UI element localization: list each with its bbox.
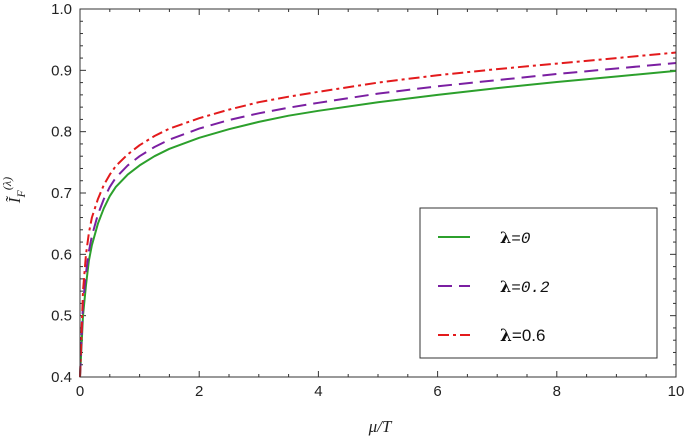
series-layer bbox=[79, 51, 677, 378]
legend-label-1: λ=0.2 bbox=[500, 277, 550, 297]
legend-label-2: λ=0.6 bbox=[500, 326, 545, 346]
y-tick-label: 0.4 bbox=[51, 369, 72, 386]
legend-symbol: λ bbox=[500, 228, 511, 247]
x-tick-label: 2 bbox=[195, 383, 203, 400]
legend: λ=0λ=0.2λ=0.6 bbox=[419, 207, 658, 359]
x-tick-label: 0 bbox=[76, 383, 84, 400]
y-axis-label: ĨF(λ) bbox=[0, 177, 28, 204]
x-tick-label: 8 bbox=[553, 383, 561, 400]
legend-symbol: λ bbox=[500, 277, 511, 296]
x-tick-label: 6 bbox=[433, 383, 441, 400]
tick-labels-layer: 0 2 4 6 8 10 0.4 0.5 0.6 0.7 0.8 0.9 1.0 bbox=[51, 1, 684, 400]
x-tick-label: 4 bbox=[314, 383, 322, 400]
legend-symbol: λ bbox=[500, 326, 512, 346]
y-axis-label-main: Ĩ bbox=[5, 195, 24, 204]
y-axis-label-sub: F bbox=[14, 189, 28, 198]
y-axis-label-sup: (λ) bbox=[0, 177, 14, 190]
x-axis-label: μ/T bbox=[368, 417, 393, 436]
legend-suffix: =0 bbox=[511, 230, 531, 248]
legend-entries: λ=0λ=0.2λ=0.6 bbox=[438, 228, 550, 346]
y-tick-label: 0.5 bbox=[51, 308, 72, 325]
y-tick-label: 0.9 bbox=[51, 62, 72, 79]
legend-suffix: =0.6 bbox=[512, 326, 546, 345]
y-tick-label: 0.8 bbox=[51, 124, 72, 141]
legend-suffix: =0.2 bbox=[511, 279, 550, 297]
legend-box bbox=[419, 207, 658, 359]
series-line-2 bbox=[79, 51, 677, 378]
legend-label-0: λ=0 bbox=[500, 228, 531, 248]
x-tick-label: 10 bbox=[668, 383, 685, 400]
plot-frame bbox=[79, 8, 677, 378]
y-tick-label: 0.6 bbox=[51, 246, 72, 263]
series-line-0 bbox=[79, 69, 677, 378]
svg-text:ĨF(λ): ĨF(λ) bbox=[0, 177, 28, 204]
y-tick-label: 1.0 bbox=[51, 1, 72, 18]
series-line-1 bbox=[79, 62, 677, 378]
y-tick-label: 0.7 bbox=[51, 185, 72, 202]
